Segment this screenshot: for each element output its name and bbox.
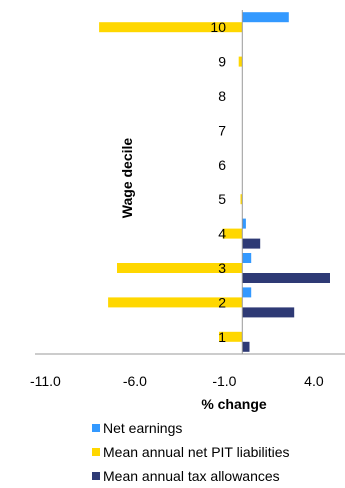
category-label-3: 3 (218, 260, 226, 276)
x-tick-label-1: -11.0 (30, 373, 61, 389)
x-tick-labels: -11.0 -6.0 -1.0 4.0 (30, 373, 324, 389)
category-label-7: 7 (218, 122, 226, 138)
category-labels: 1 2 3 4 5 6 7 8 9 10 (210, 19, 226, 345)
x-axis-title: % change (201, 396, 267, 412)
bar-decile-2-series-3 (242, 307, 294, 317)
category-label-6: 6 (218, 157, 226, 173)
bar-decile-4-series-1 (242, 219, 246, 229)
legend-label-1: Net earnings (103, 420, 182, 436)
bar-decile-2-series-1 (242, 287, 251, 297)
legend-swatch-1 (92, 424, 100, 432)
category-label-2: 2 (218, 294, 226, 310)
y-axis-title: Wage decile (119, 138, 135, 219)
legend-swatch-2 (92, 448, 100, 456)
bar-decile-10-series-1 (242, 12, 288, 22)
category-label-8: 8 (218, 88, 226, 104)
bar-decile-9-series-2 (239, 57, 243, 67)
category-label-10: 10 (210, 19, 226, 35)
x-tick-label-2: -6.0 (123, 373, 147, 389)
legend-swatch-3 (92, 472, 100, 480)
legend: Net earnings Mean annual net PIT liabilit… (92, 420, 290, 484)
category-label-4: 4 (218, 226, 226, 242)
category-label-1: 1 (218, 329, 226, 345)
bar-decile-4-series-3 (242, 239, 260, 249)
category-label-9: 9 (218, 54, 226, 70)
x-tick-label-3: -1.0 (212, 373, 236, 389)
bar-decile-3-series-3 (242, 273, 330, 283)
bar-decile-1-series-3 (242, 342, 249, 352)
category-label-5: 5 (218, 191, 226, 207)
legend-label-3: Mean annual tax allowances (103, 468, 280, 484)
x-tick-label-4: 4.0 (304, 373, 324, 389)
bar-decile-3-series-1 (242, 253, 251, 263)
legend-label-2: Mean annual net PIT liabilities (103, 444, 290, 460)
